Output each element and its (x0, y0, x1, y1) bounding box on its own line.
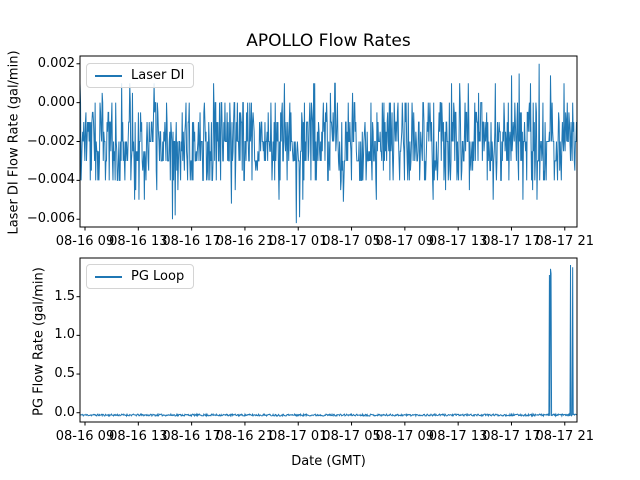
x-tick-label: 08-17 21 (535, 429, 594, 444)
x-tick-label: 08-17 13 (428, 429, 488, 444)
legend-laser-di: Laser DI (86, 63, 195, 88)
y-tick-label: 1.0 (54, 327, 75, 343)
legend-label-pg-loop: PG Loop (131, 269, 185, 284)
x-tick-label: 08-17 21 (535, 234, 594, 249)
legend-pg-loop: PG Loop (86, 264, 195, 289)
y-tick-label: −0.004 (26, 172, 75, 188)
x-tick-label: 08-16 21 (215, 234, 275, 249)
x-tick-label: 08-17 01 (269, 234, 328, 249)
laser-di-series (79, 63, 578, 224)
y-tick-label: 0.5 (54, 366, 75, 382)
x-tick-label: 08-16 09 (55, 234, 115, 249)
x-tick-label: 08-16 17 (162, 234, 221, 249)
x-tick-label: 08-17 17 (482, 429, 541, 444)
x-tick-label: 08-17 09 (375, 234, 435, 249)
y-tick-label: 0.002 (37, 55, 75, 71)
chart-title: APOLLO Flow Rates (246, 31, 411, 51)
x-tick-label: 08-17 13 (428, 234, 488, 249)
x-tick-label: 08-17 09 (375, 429, 435, 444)
x-tick-label: 08-16 21 (215, 429, 275, 444)
pg-loop-line-sample-icon (95, 275, 122, 278)
x-tick-label: 08-17 01 (269, 429, 328, 444)
x-tick-label: 08-17 05 (322, 429, 381, 444)
bottom-axes-frame (79, 257, 578, 423)
x-tick-label: 08-16 13 (109, 234, 168, 249)
laser-di-line-sample-icon (95, 74, 122, 77)
pg-loop-series (79, 264, 578, 418)
x-tick-label: 08-17 17 (482, 234, 541, 249)
x-axis-label: Date (GMT) (291, 454, 366, 469)
y-tick-label: 0.000 (37, 94, 75, 110)
x-tick-label: 08-16 17 (162, 429, 221, 444)
x-tick-label: 08-16 09 (55, 429, 115, 444)
x-tick-label: 08-17 05 (322, 234, 381, 249)
y-tick-label: −0.002 (26, 133, 75, 149)
y-tick-label: 0.0 (54, 404, 75, 420)
y-tick-label: −0.006 (26, 211, 75, 227)
y-tick-label: 1.5 (54, 288, 75, 304)
x-tick-label: 08-16 13 (109, 429, 168, 444)
legend-label-laser-di: Laser DI (131, 68, 185, 83)
